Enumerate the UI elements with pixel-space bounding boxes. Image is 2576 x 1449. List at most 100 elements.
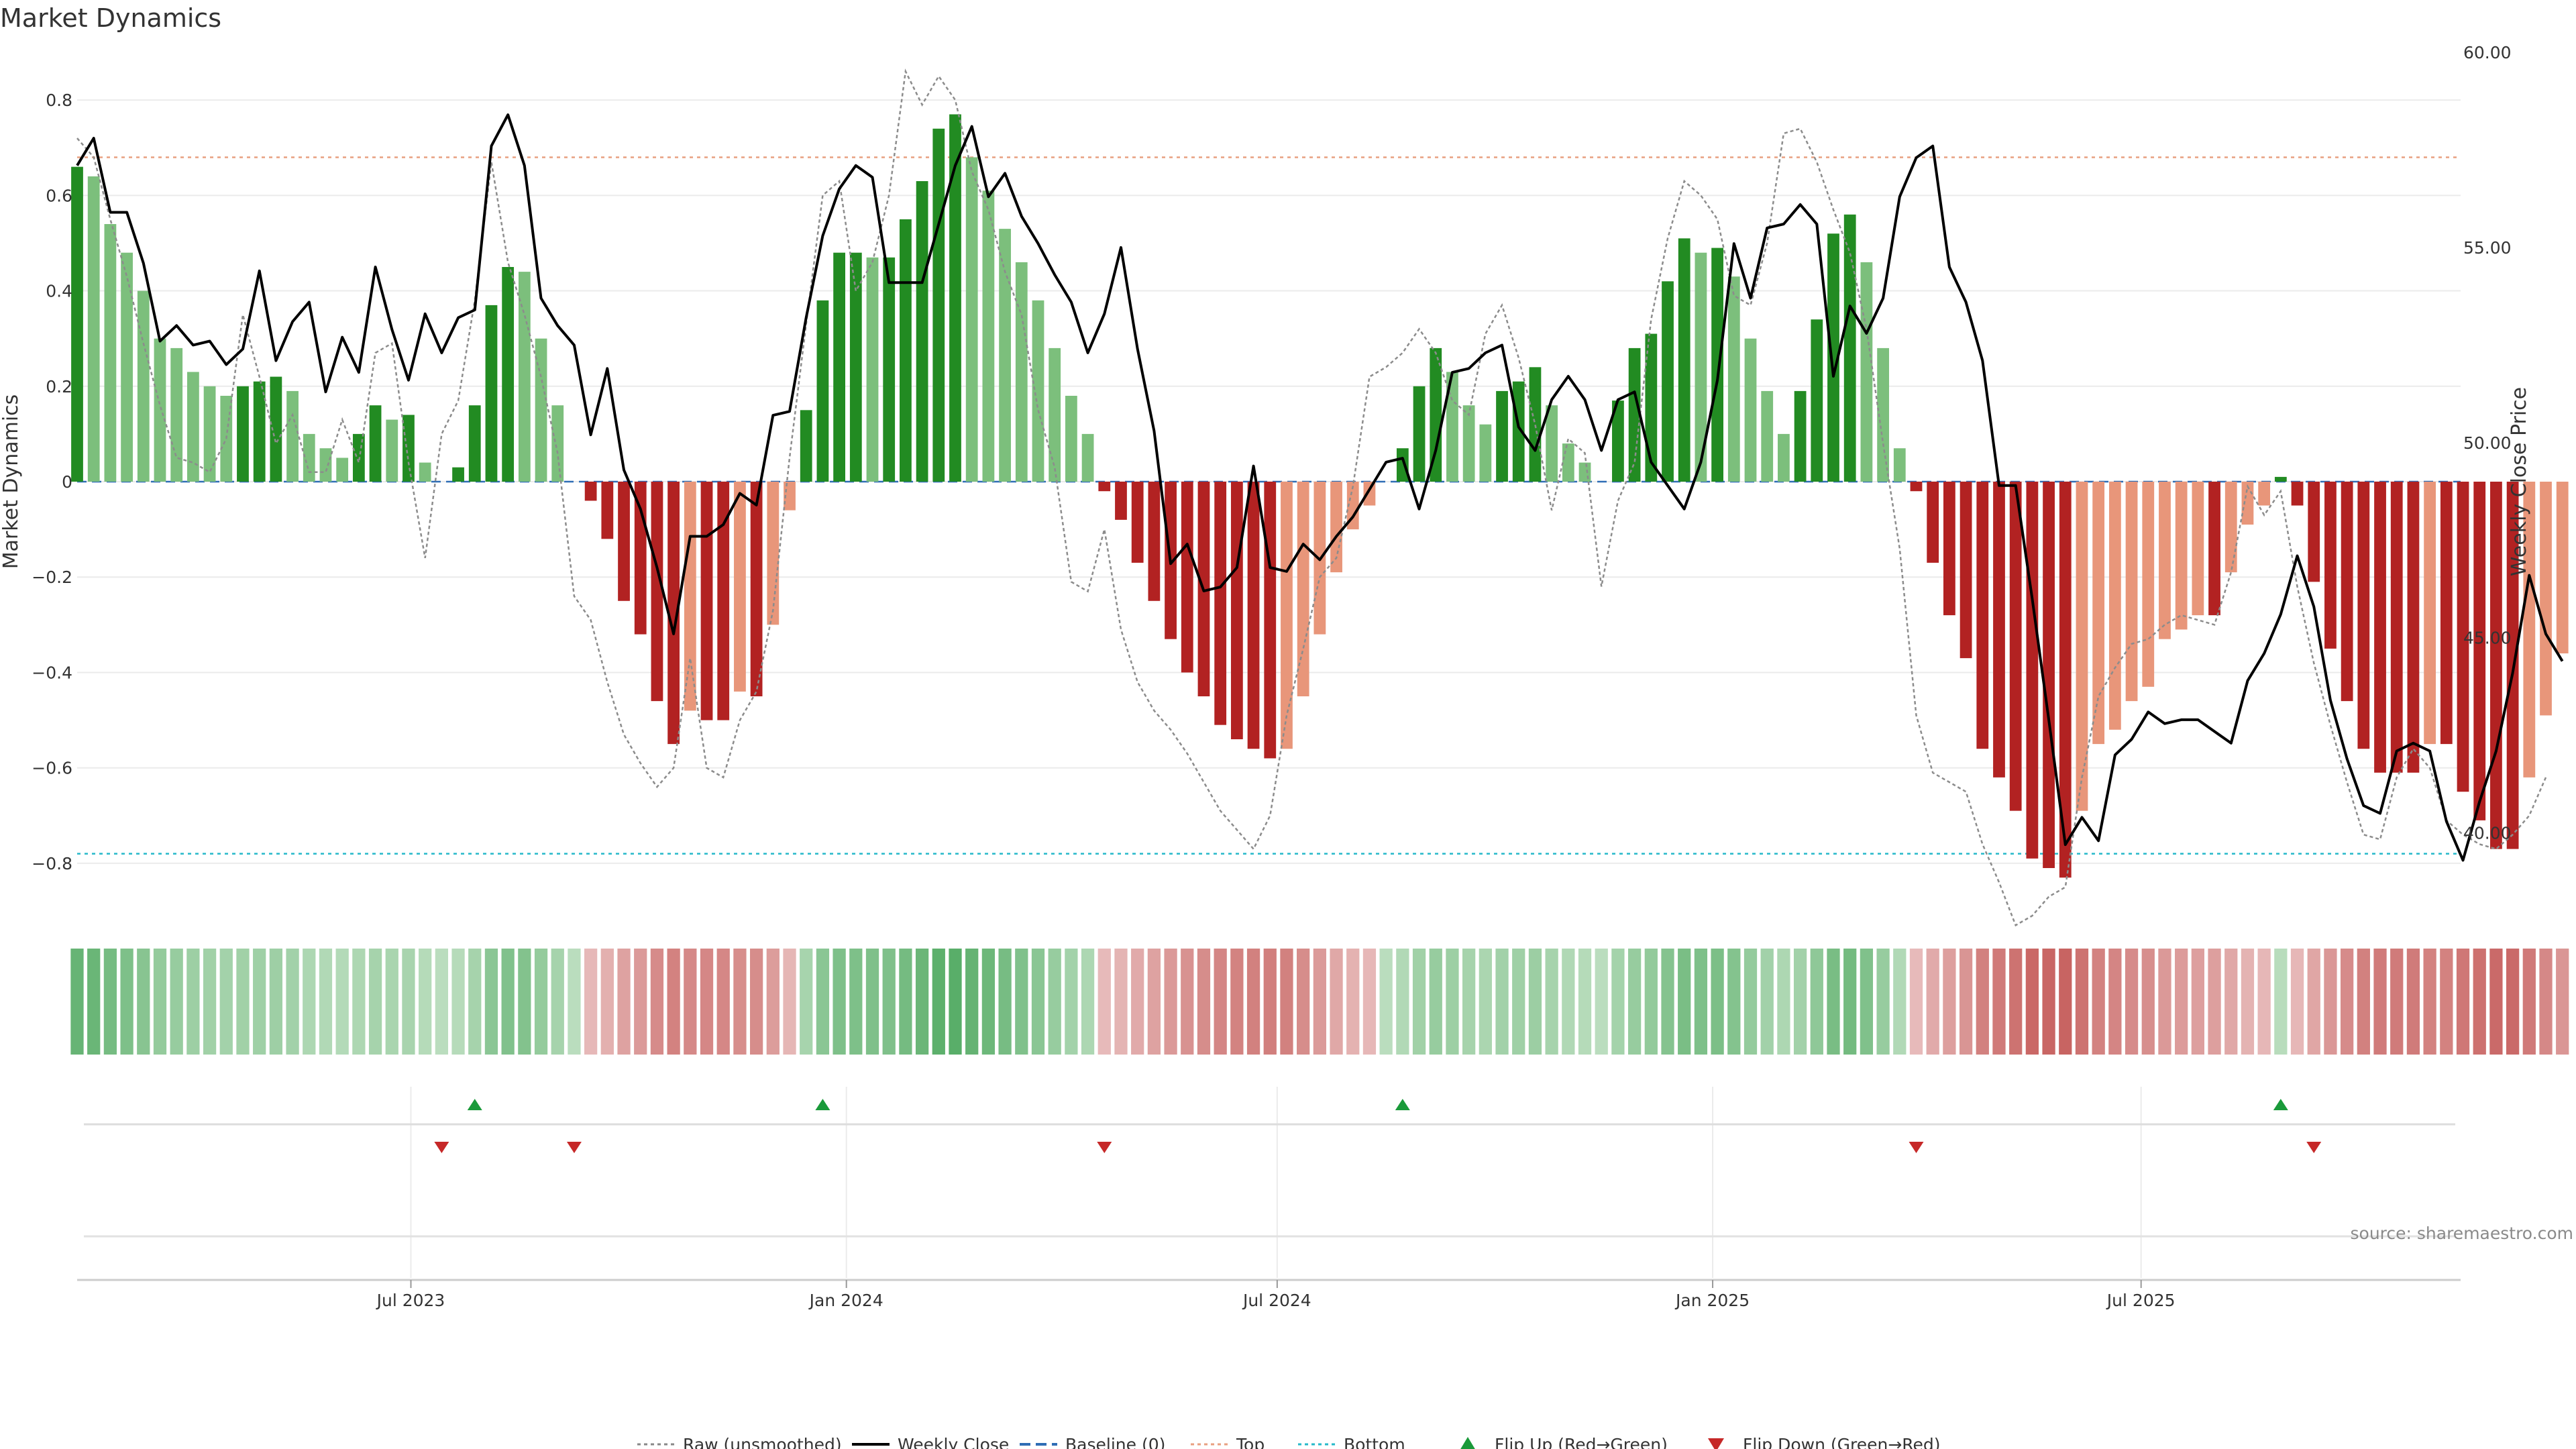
bar xyxy=(1330,482,1342,573)
source-text: source: sharemaestro.com xyxy=(2351,1224,2574,1243)
bar xyxy=(452,467,464,482)
bar xyxy=(717,482,730,720)
strip-cell xyxy=(700,949,714,1055)
strip-cell xyxy=(2307,949,2320,1055)
strip-cell xyxy=(1379,949,1393,1055)
bar xyxy=(2440,482,2453,745)
bar xyxy=(1396,448,1409,482)
bar xyxy=(1744,338,1757,482)
strip-cell xyxy=(1743,949,1758,1055)
bar xyxy=(2026,482,2039,859)
bar xyxy=(2125,482,2138,702)
strip-cell xyxy=(1462,949,1476,1055)
strip-cell xyxy=(932,949,945,1055)
strip-cell xyxy=(2059,949,2072,1055)
bar xyxy=(2159,482,2171,639)
strip-cell xyxy=(684,949,697,1055)
strip-cell xyxy=(1280,949,1293,1055)
bar xyxy=(87,176,100,482)
bar xyxy=(535,338,547,482)
bar xyxy=(2407,482,2420,773)
bar xyxy=(2457,482,2469,792)
strip-cell xyxy=(1793,949,1807,1055)
bar xyxy=(618,482,630,601)
bar xyxy=(2341,482,2353,702)
strip-cell xyxy=(600,949,614,1055)
bar xyxy=(1430,347,1442,482)
x-tick-label: Jul 2024 xyxy=(1242,1291,1311,1310)
strip-cell xyxy=(2373,949,2387,1055)
strip-cell xyxy=(236,949,250,1055)
bar xyxy=(1993,482,2005,777)
bar xyxy=(2092,482,2105,745)
bar xyxy=(2274,476,2287,482)
legend-item: Flip Up (Red→Green) xyxy=(1460,1435,1668,1449)
strip-cell xyxy=(385,949,398,1055)
bar xyxy=(2258,482,2271,506)
strip-cell xyxy=(650,949,664,1055)
strip-cell xyxy=(2224,949,2238,1055)
bar xyxy=(2473,482,2486,820)
strip-cell xyxy=(1860,949,1874,1055)
legend-label: Raw (unsmoothed) xyxy=(683,1435,842,1449)
x-tick-label: Jan 2024 xyxy=(808,1291,883,1310)
bar xyxy=(601,482,614,539)
strip-cell xyxy=(1197,949,1211,1055)
bar xyxy=(2357,482,2370,749)
bar xyxy=(2291,482,2304,506)
bar xyxy=(2142,482,2155,687)
strip-cell xyxy=(352,949,366,1055)
strip-cell xyxy=(749,949,763,1055)
bar xyxy=(551,405,564,482)
left-y-axis: 0.8 0.6 0.4 0.2 0 −0.2 −0.4 −0.6 −0.8 xyxy=(32,91,72,873)
strip-cell xyxy=(1479,949,1492,1055)
bar xyxy=(883,257,896,482)
bar xyxy=(2374,482,2386,773)
strip-cell xyxy=(733,949,747,1055)
strip-cell xyxy=(286,949,299,1055)
bar xyxy=(1529,367,1542,482)
strip-cell xyxy=(2274,949,2288,1055)
bar xyxy=(1148,482,1161,601)
strip-cell xyxy=(203,949,217,1055)
bar xyxy=(386,419,398,482)
bar xyxy=(1943,482,1955,616)
strip-cell xyxy=(484,949,498,1055)
strip-cell xyxy=(120,949,133,1055)
strip-cell xyxy=(1081,949,1095,1055)
bar xyxy=(2009,482,2022,811)
strip-cell xyxy=(634,949,647,1055)
legend-item: Raw (unsmoothed) xyxy=(637,1435,842,1449)
strip-cell xyxy=(103,949,117,1055)
bar xyxy=(2059,482,2072,878)
strip-cell xyxy=(2158,949,2171,1055)
strip-cell xyxy=(1727,949,1741,1055)
strip-cell xyxy=(1131,949,1144,1055)
strip-cell xyxy=(981,949,996,1055)
strip-cell xyxy=(1810,949,1823,1055)
strip-cell xyxy=(617,949,631,1055)
bar xyxy=(1413,386,1426,482)
bar xyxy=(982,191,995,482)
strip-cell xyxy=(1147,949,1161,1055)
strip-cell xyxy=(1578,949,1592,1055)
bar xyxy=(1860,262,1873,482)
bar xyxy=(1081,433,1094,482)
strip-cell xyxy=(319,949,333,1055)
bar xyxy=(2490,482,2502,849)
strip-cell xyxy=(2341,949,2354,1055)
strip-cell xyxy=(1760,949,1774,1055)
bar xyxy=(949,114,961,482)
strip-cell xyxy=(998,949,1012,1055)
bar xyxy=(1546,405,1558,482)
bar xyxy=(866,257,879,482)
strip-cell xyxy=(335,949,349,1055)
strip-cell xyxy=(1065,949,1078,1055)
flip-up-marker xyxy=(1395,1099,1410,1110)
legend-swatch xyxy=(1460,1437,1475,1449)
bar xyxy=(303,433,315,482)
strip-cell xyxy=(253,949,266,1055)
strip-cell xyxy=(435,949,448,1055)
bar xyxy=(1049,347,1061,482)
